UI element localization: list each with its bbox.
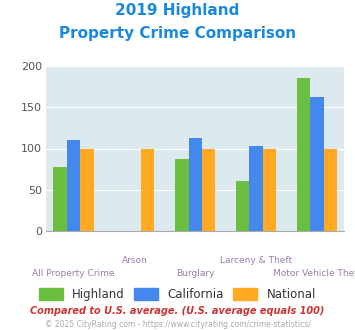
Text: Arson: Arson [121,256,147,265]
Bar [189,138,202,231]
Text: Motor Vehicle Theft: Motor Vehicle Theft [273,269,355,278]
Text: Property Crime Comparison: Property Crime Comparison [59,26,296,41]
Bar [250,146,263,231]
Legend: Highland, California, National: Highland, California, National [39,288,316,301]
Text: All Property Crime: All Property Crime [32,269,115,278]
Bar [297,79,310,231]
Bar [324,148,337,231]
Bar [175,159,189,231]
Bar [54,167,67,231]
Bar [80,148,94,231]
Text: © 2025 CityRating.com - https://www.cityrating.com/crime-statistics/: © 2025 CityRating.com - https://www.city… [45,320,310,329]
Text: Compared to U.S. average. (U.S. average equals 100): Compared to U.S. average. (U.S. average … [30,306,325,316]
Text: Burglary: Burglary [176,269,214,278]
Bar [202,148,215,231]
Bar [67,140,80,231]
Bar [263,148,276,231]
Text: 2019 Highland: 2019 Highland [115,3,240,18]
Text: Larceny & Theft: Larceny & Theft [220,256,292,265]
Bar [310,96,324,231]
Bar [236,181,250,231]
Bar [141,148,154,231]
